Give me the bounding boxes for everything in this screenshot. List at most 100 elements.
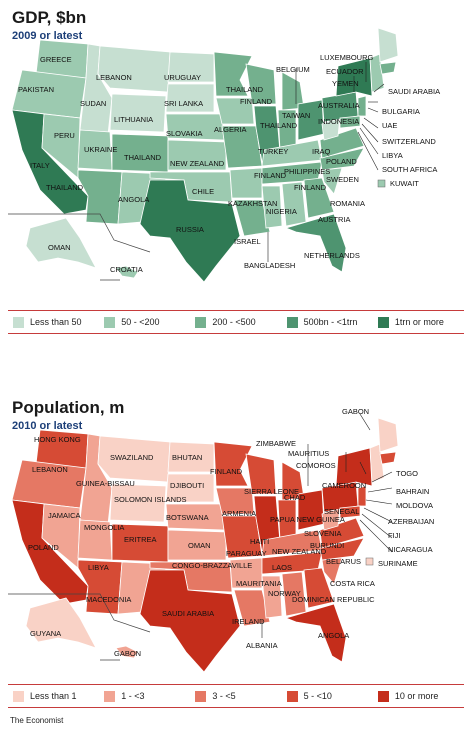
gdp-label-libya: LIBYA <box>382 151 403 160</box>
pop-label-libya: LIBYA <box>88 563 109 572</box>
gdp-legend-item: 200 - <500 <box>194 315 281 329</box>
gdp-label-ecuador: ECUADOR <box>326 67 364 76</box>
gdp-state-wy <box>109 93 167 133</box>
gdp-state-md <box>339 115 361 129</box>
gdp-label-switzerland: SWITZERLAND <box>382 137 436 146</box>
pop-legend-label: 3 - <5 <box>212 691 236 701</box>
pop-state-nd <box>167 441 215 473</box>
gdp-state-ga <box>303 177 335 219</box>
pop-state-ma <box>379 451 397 465</box>
pop-label-ireland: IRELAND <box>232 617 265 626</box>
population-map: HONG KONG SWAZILAND BHUTAN LEBANON GUINE… <box>8 407 434 673</box>
population-legend: Less than 1 1 - <3 3 - <5 5 - <10 10 or … <box>8 684 464 708</box>
gdp-label-netherlands: NETHERLANDS <box>304 251 360 260</box>
pop-label-paraguay: PARAGUAY <box>226 549 267 558</box>
pop-label-saudiarabia: SAUDI ARABIA <box>162 609 214 618</box>
pop-callout-box-suriname <box>365 557 374 566</box>
pop-label-albania: ALBANIA <box>246 641 278 650</box>
gdp-label-srilanka: SRI LANKA <box>164 99 203 108</box>
pop-legend-swatch <box>103 689 117 703</box>
pop-state-ar <box>229 557 263 589</box>
gdp-legend-swatch <box>103 315 117 329</box>
gdp-label-sudan: SUDAN <box>80 99 106 108</box>
gdp-label-saudiarabia: SAUDI ARABIA <box>388 87 440 96</box>
gdp-label-iraq: IRAQ <box>312 147 331 156</box>
gdp-subtitle: 2009 or latest <box>12 30 83 42</box>
pop-label-botswana: BOTSWANA <box>166 513 209 522</box>
gdp-label-thailand4: THAILAND <box>46 183 84 192</box>
gdp-label-bangladesh: BANGLADESH <box>244 261 295 270</box>
gdp-state-nd <box>167 51 215 83</box>
pop-label-comoros: COMOROS <box>296 461 336 470</box>
gdp-state-mn <box>213 51 253 97</box>
pop-label-poland: POLAND <box>28 543 59 552</box>
pop-label-suriname: SURINAME <box>378 559 418 568</box>
population-subtitle: 2010 or latest <box>12 420 83 432</box>
gdp-legend-swatch <box>376 315 390 329</box>
pop-state-sd <box>165 473 215 503</box>
gdp-label-belgium: BELGIUM <box>276 65 310 74</box>
pop-legend-item: 5 - <10 <box>285 689 373 703</box>
pop-state-ny <box>335 447 373 487</box>
pop-legend-swatch <box>12 689 25 703</box>
gdp-label-indonesia: INDONESIA <box>318 117 359 126</box>
gdp-label-turkey: TURKEY <box>258 147 288 156</box>
gdp-state-nj <box>357 95 367 117</box>
gdp-label-southafrica: SOUTH AFRICA <box>382 165 437 174</box>
pop-label-finland: FINLAND <box>210 467 243 476</box>
gdp-label-chile: CHILE <box>192 187 214 196</box>
pop-label-dominican: DOMINICAN REPUBLIC <box>292 595 375 604</box>
pop-state-ia <box>215 487 255 515</box>
pop-state-md <box>339 505 361 519</box>
pop-label-mauritania: MAURITANIA <box>236 579 282 588</box>
gdp-label-lithuania: LITHUANIA <box>114 115 153 124</box>
pop-label-azerbaijan: AZERBAIJAN <box>388 517 434 526</box>
pop-state-va <box>319 517 365 549</box>
gdp-legend-swatch <box>194 315 208 329</box>
gdp-label-pakistan: PAKISTAN <box>18 85 54 94</box>
pop-label-angola: ANGOLA <box>318 631 349 640</box>
gdp-legend-item: 500bn - <1trn <box>285 315 373 329</box>
gdp-label-newzealand: NEW ZEALAND <box>170 159 225 168</box>
gdp-label-finland3: FINLAND <box>294 183 327 192</box>
pop-legend-label: 10 or more <box>394 691 439 701</box>
pop-label-nicaragua: NICARAGUA <box>388 545 433 554</box>
gdp-inset-line <box>8 213 151 281</box>
pop-label-slovenia: SLOVENIA <box>304 529 342 538</box>
gdp-label-poland: POLAND <box>326 157 357 166</box>
pop-state-wi <box>245 453 277 495</box>
gdp-label-romania: ROMANIA <box>330 199 365 208</box>
gdp-label-thailand1: THAILAND <box>124 153 162 162</box>
gdp-label-sweden: SWEDEN <box>326 175 359 184</box>
gdp-state-me <box>377 27 399 63</box>
gdp-label-kazakhstan: KAZAKHSTAN <box>228 199 277 208</box>
gdp-label-kuwait: KUWAIT <box>390 179 419 188</box>
pop-label-hongkong: HONG KONG <box>34 435 81 444</box>
gdp-state-ar <box>229 167 263 199</box>
gdp-label-luxembourg: LUXEMBOURG <box>320 53 374 62</box>
gdp-label-italy: ITALY <box>30 161 50 170</box>
gdp-label-greece: GREECE <box>40 55 72 64</box>
pop-label-djibouti: DJIBOUTI <box>170 481 204 490</box>
gdp-state-sd <box>165 83 215 113</box>
gdp-legend-swatch <box>12 315 25 329</box>
gdp-state-wi <box>245 63 277 105</box>
pop-state-ks <box>167 529 227 561</box>
pop-label-gabon2: GABON <box>114 649 141 658</box>
pop-label-papua: PAPUA NEW GUINEA <box>270 515 345 524</box>
gdp-state-ia <box>215 97 255 125</box>
gdp-label-finland2: FINLAND <box>254 171 287 180</box>
gdp-label-thailand3: THAILAND <box>260 121 298 130</box>
pop-label-bahrain: BAHRAIN <box>396 487 429 496</box>
gdp-legend-label: 1trn or more <box>394 317 444 327</box>
pop-label-senegal: SENEGAL <box>324 507 359 516</box>
gdp-map: GREECE LEBANON URUGUAY PAKISTAN SUDAN SR… <box>8 27 440 283</box>
gdp-legend-label: 200 - <500 <box>212 317 256 327</box>
gdp-label-finland1: FINLAND <box>240 97 273 106</box>
pop-label-burundi: BURUNDI <box>310 541 344 550</box>
gdp-label-slovakia: SLOVAKIA <box>166 129 203 138</box>
pop-legend-swatch <box>194 689 208 703</box>
pop-label-sierraleone: SIERRA LEONE <box>244 487 299 496</box>
gdp-state-ma <box>379 61 397 75</box>
pop-label-solomon: SOLOMON ISLANDS <box>114 495 187 504</box>
